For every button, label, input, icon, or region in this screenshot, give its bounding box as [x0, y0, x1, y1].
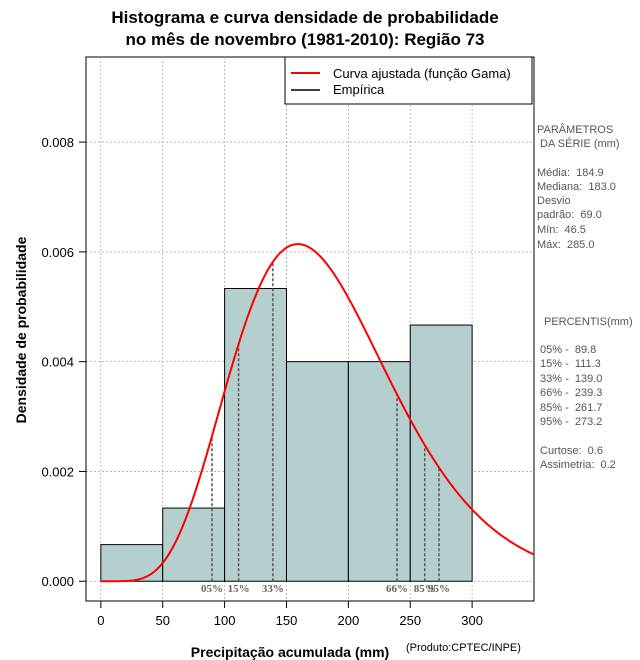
- legend-curve-label: Curva ajustada (função Gama): [333, 66, 511, 81]
- percentile-label: 95%: [428, 583, 450, 595]
- params-title-2: DA SÉRIE (mm): [537, 138, 620, 150]
- x-tick-label: 300: [461, 613, 483, 628]
- percentil-85: 85% - 261.7: [540, 402, 603, 414]
- histogram-bar: [100, 544, 164, 582]
- y-tick-label: 0.006: [41, 245, 74, 260]
- legend-box: [284, 56, 533, 105]
- percentil-05: 05% - 89.8: [540, 344, 597, 356]
- y-tick-label: 0.002: [41, 464, 74, 479]
- y-tick-label: 0.000: [41, 574, 74, 589]
- stat-assimetria: Assimetria: 0.2: [540, 459, 616, 471]
- percentile-labels: 05% 15% 33% 66% 85%95%: [201, 583, 450, 595]
- legend: Curva ajustada (função Gama) Empírica: [284, 56, 533, 105]
- percentis-title: PERCENTIS(mm): [544, 316, 633, 328]
- histogram-bar: [285, 361, 349, 582]
- param-desvio-1: Desvio: [537, 195, 571, 207]
- x-tick-label: 250: [399, 613, 421, 628]
- percentile-label: 05%: [201, 583, 223, 595]
- y-axis-label: Densidade de probabilidade: [13, 236, 29, 423]
- param-media: Média: 184.9: [537, 167, 604, 179]
- y-tick-label: 0.004: [41, 355, 74, 370]
- x-tick-label: 200: [338, 613, 360, 628]
- legend-empirical-label: Empírica: [333, 82, 385, 97]
- x-tick-label: 50: [155, 613, 169, 628]
- param-mediana: Mediana: 183.0: [537, 181, 616, 193]
- histogram-bar: [162, 507, 226, 582]
- product-credit: (Produto:CPTEC/INPE): [406, 642, 521, 654]
- percentile-label: 85%: [414, 583, 436, 595]
- percentil-33: 33% - 139.0: [540, 373, 603, 385]
- histogram-bar: [409, 324, 473, 582]
- percentile-label: 66%: [386, 583, 408, 595]
- y-axis: 0.000 0.002 0.004 0.006 0.008: [41, 135, 87, 589]
- chart-title-line-1: Histograma e curva densidade de probabil…: [111, 8, 499, 27]
- chart-title-line-2: no mês de novembro (1981-2010): Região 7…: [125, 30, 485, 49]
- x-tick-label: 0: [97, 613, 104, 628]
- param-desvio-2: padrão: 69.0: [537, 209, 602, 221]
- x-axis: 0 50 100 150 200 250 300: [97, 600, 483, 628]
- param-max: Máx: 285.0: [537, 239, 595, 251]
- x-axis-label: Precipitação acumulada (mm): [191, 644, 389, 660]
- percentile-label: 33%: [262, 583, 284, 595]
- x-tick-label: 100: [214, 613, 236, 628]
- y-tick-label: 0.008: [41, 135, 74, 150]
- percentil-95: 95% - 273.2: [540, 416, 603, 428]
- percentil-66: 66% - 239.3: [540, 387, 603, 399]
- percentile-label: 15%: [228, 583, 250, 595]
- x-tick-label: 150: [276, 613, 298, 628]
- histogram-bar: [347, 361, 411, 582]
- gamma-curve: [100, 243, 535, 583]
- param-min: Mín: 46.5: [537, 224, 586, 236]
- histogram-bars: [100, 287, 473, 582]
- stat-curtose: Curtose: 0.6: [540, 445, 603, 457]
- params-title-1: PARÂMETROS: [537, 124, 614, 136]
- histogram-bar: [224, 287, 287, 582]
- percentil-15: 15% - 111.3: [540, 358, 601, 370]
- percentile-lines: [211, 261, 440, 582]
